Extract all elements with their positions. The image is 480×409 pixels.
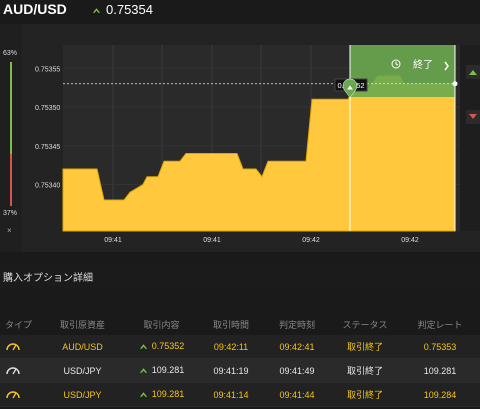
status-cell: 取引終了	[346, 342, 383, 352]
price-chart[interactable]: 0.75355 0.75350 0.75345 0.75340 09:41 09:41 09…	[0, 24, 480, 252]
gauge-bottom-percent: 37%	[3, 210, 18, 217]
clock-icon	[391, 59, 401, 69]
table-row[interactable]: USD/JPY 109.281 09:41:14 09:41:44 取引終了 1…	[0, 383, 480, 407]
sentiment-gauge: 63% 37% ×	[0, 24, 22, 252]
col-rate: 判定レート	[417, 319, 463, 330]
judge-time-cell: 09:42:41	[279, 341, 315, 352]
time-cell: 09:41:19	[213, 365, 249, 376]
content-cell: 109.281	[125, 389, 198, 400]
trades-table: タイプ 取引原資産 取引内容 取引時間 判定時刻 ステータス 判定レート AUD…	[0, 313, 480, 407]
col-asset: 取引原資産	[59, 319, 105, 330]
type-cell	[0, 341, 40, 353]
rate-cell: 109.284	[423, 389, 457, 400]
price-chart-svg: 0.75355 0.75350 0.75345 0.75340 09:41 09:41 09…	[35, 45, 480, 244]
entry-up-arrow-icon	[347, 85, 353, 90]
asset-cell: AUD/USD	[62, 341, 103, 352]
col-content: 取引内容	[143, 319, 180, 330]
up-arrow-icon	[139, 392, 147, 397]
put-down-icon	[469, 114, 477, 119]
y-tick-label: 0.75350	[35, 105, 60, 112]
asset-cell: USD/JPY	[63, 365, 102, 376]
table-row[interactable]: USD/JPY 109.281 09:41:19 09:41:49 取引終了 1…	[0, 359, 480, 383]
up-arrow-icon	[92, 7, 101, 13]
content-cell: 109.281	[125, 365, 198, 376]
rate-cell: 0.75353	[423, 341, 457, 352]
content-cell: 0.75352	[125, 341, 198, 352]
up-arrow-icon	[139, 368, 147, 373]
call-up-icon	[469, 70, 477, 75]
gauge-top-percent: 63%	[3, 50, 18, 57]
judge-time-cell: 09:41:49	[279, 365, 315, 376]
status-cell: 取引終了	[346, 390, 383, 400]
col-status: ステータス	[342, 319, 388, 330]
type-cell	[0, 389, 40, 401]
table-header: タイプ 取引原資産 取引内容 取引時間 判定時刻 ステータス 判定レート	[0, 313, 480, 335]
up-arrow-icon	[139, 344, 147, 349]
gauge-icon	[6, 366, 20, 374]
content-value: 109.281	[151, 389, 185, 399]
current-price-value: 0.75354	[106, 2, 153, 17]
x-tick-label: 09:41	[104, 237, 122, 244]
table-row[interactable]: AUD/USD 0.75352 09:42:11 09:42:41 取引終了 0…	[0, 335, 480, 359]
content-value: 0.75352	[151, 341, 185, 351]
content-value: 109.281	[151, 365, 185, 375]
x-tick-label: 09:42	[302, 237, 320, 244]
asset-cell: USD/JPY	[63, 389, 102, 400]
col-time: 取引時間	[212, 319, 249, 330]
judge-time-cell: 09:41:44	[279, 389, 315, 400]
gauge-icon	[6, 390, 20, 398]
current-price: 0.75354	[92, 2, 153, 17]
y-tick-label: 0.75345	[35, 144, 60, 151]
gauge-close-icon[interactable]: ×	[7, 226, 12, 235]
chevron-right-icon	[444, 61, 449, 71]
x-tick-label: 09:41	[203, 237, 221, 244]
header-bar: AUD/USD 0.75354	[0, 0, 480, 24]
current-price-dot	[452, 81, 458, 87]
col-type: タイプ	[5, 319, 33, 330]
type-cell	[0, 365, 40, 377]
y-tick-label: 0.75340	[35, 183, 60, 190]
end-label: 終了	[413, 58, 433, 71]
col-judge-time: 判定時刻	[278, 319, 315, 330]
rate-cell: 109.281	[423, 365, 457, 376]
y-tick-label: 0.75355	[35, 66, 60, 73]
gauge-up-bar	[10, 62, 12, 154]
status-cell: 取引終了	[346, 366, 383, 376]
purchase-options-title: 購入オプション詳細	[0, 262, 480, 288]
gauge-down-bar	[10, 154, 12, 206]
gauge-icon	[6, 342, 20, 350]
currency-pair-title: AUD/USD	[3, 1, 67, 17]
x-tick-label: 09:42	[401, 237, 419, 244]
time-cell: 09:42:11	[213, 341, 249, 352]
time-cell: 09:41:14	[213, 389, 249, 400]
